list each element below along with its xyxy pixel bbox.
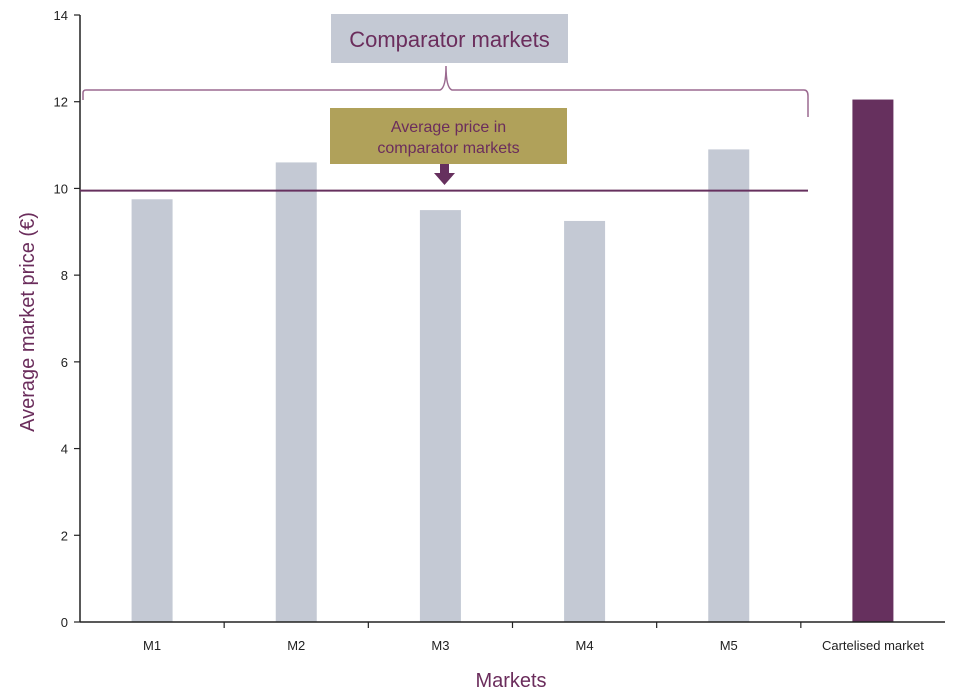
x-tick-label: M3 — [431, 638, 449, 653]
y-tick-label: 4 — [61, 442, 68, 457]
comparator-label-box — [331, 14, 568, 63]
y-tick-label: 0 — [61, 615, 68, 630]
bars — [131, 99, 894, 623]
bar-m4 — [564, 220, 606, 623]
x-tick-label: M4 — [576, 638, 594, 653]
x-axis-title: Markets — [475, 670, 546, 689]
comparator-label: Comparator markets — [349, 27, 550, 52]
y-axis-title: Average market price (€) — [17, 212, 39, 432]
y-axis-ticks: 0 2 4 6 8 10 12 14 — [54, 8, 80, 630]
x-axis-ticks: M1 M2 M3 M4 M5 Cartelised market — [143, 622, 924, 653]
comparator-brace — [82, 65, 809, 117]
average-price-arrow-icon — [434, 164, 455, 185]
average-price-label-line1: Average price in — [391, 119, 506, 136]
x-tick-label: Cartelised market — [822, 638, 924, 653]
average-price-label-box — [330, 108, 567, 164]
y-tick-label: 2 — [61, 528, 68, 543]
y-tick-label: 8 — [61, 268, 68, 283]
bar-m2 — [275, 162, 317, 622]
x-tick-label: M5 — [720, 638, 738, 653]
bar-m1 — [131, 199, 173, 622]
y-tick-label: 6 — [61, 355, 68, 370]
x-tick-label: M1 — [143, 638, 161, 653]
x-tick-label: M2 — [287, 638, 305, 653]
bar-cartelised-market — [852, 99, 894, 622]
y-tick-label: 12 — [54, 95, 68, 110]
y-tick-label: 10 — [54, 181, 68, 196]
bar-m5 — [708, 149, 750, 622]
bar-m3 — [419, 210, 461, 622]
average-price-label-line2: comparator markets — [377, 140, 519, 157]
y-tick-label: 14 — [54, 8, 68, 23]
